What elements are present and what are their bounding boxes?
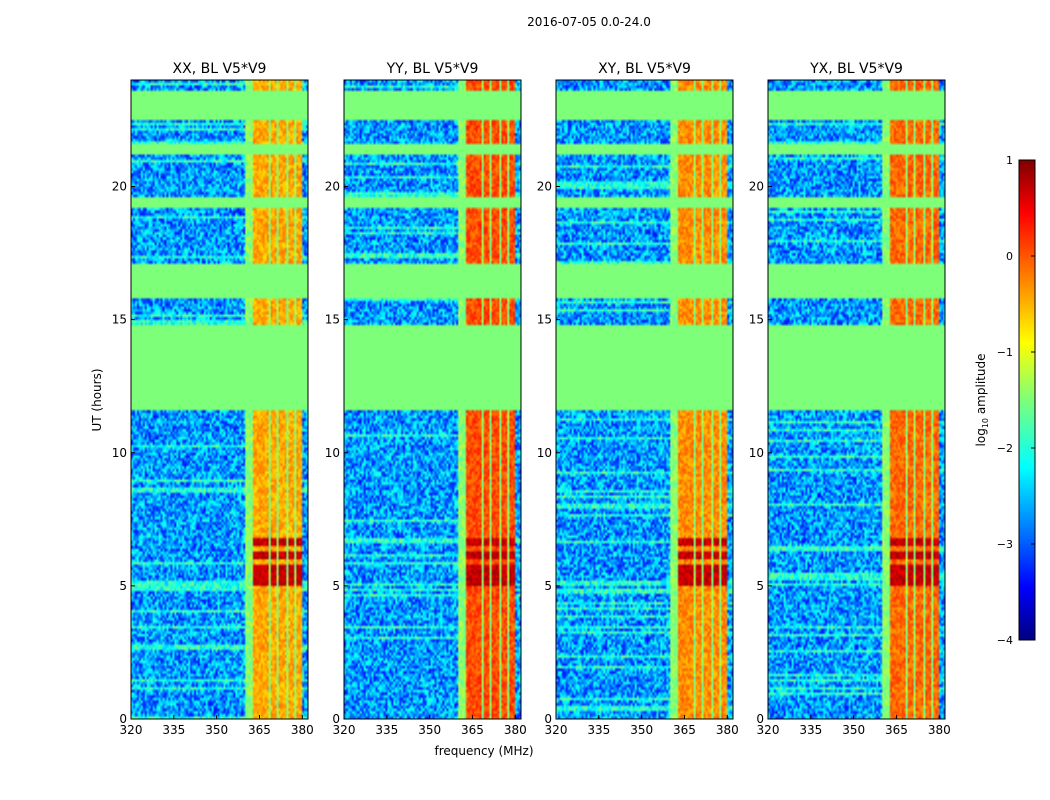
colorbar-label: log10 amplitude [974,354,990,447]
x-tick-label: 335 [162,723,185,737]
x-tick-label: 380 [291,723,314,737]
y-tick-label: 20 [749,180,764,194]
y-tick-label: 15 [325,313,340,327]
x-tick-label: 335 [375,723,398,737]
x-tick-label: 320 [545,723,568,737]
y-tick-label: 15 [749,313,764,327]
panel-3: YX, BL V5*V9 320 335 350 365 380 0 5 10 15 20 [749,61,951,737]
x-tick-label: 365 [673,723,696,737]
y-tick-label: 20 [537,180,552,194]
colorbar-tick-label: −1 [997,346,1013,359]
panel-frame-1 [343,79,522,720]
panel-1: YY, BL V5*V9 320 335 350 365 380 0 5 10 15 20 [325,61,527,737]
y-tick-label: 10 [325,446,340,460]
panel-frame-3 [767,79,946,720]
x-tick-label: 380 [504,723,527,737]
y-tick-label: 5 [332,579,340,593]
y-tick-label: 5 [119,579,127,593]
panel-frame-2 [555,79,734,720]
y-tick-label: 15 [537,313,552,327]
x-tick-label: 350 [842,723,865,737]
heatmap-image-2 [556,80,733,719]
x-tick-label: 350 [205,723,228,737]
x-tick-label: 380 [928,723,951,737]
x-tick-label: 335 [799,723,822,737]
y-tick-label: 20 [325,180,340,194]
y-tick-label: 10 [112,446,127,460]
y-tick-label: 10 [537,446,552,460]
x-tick-label: 320 [757,723,780,737]
figure-title: 2016-07-05 0.0-24.0 [527,15,651,29]
y-tick-label: 20 [112,180,127,194]
panel-0: XX, BL V5*V9 320 335 350 365 380 0 5 10 15 20 [112,61,314,737]
x-tick-label: 320 [120,723,143,737]
y-tick-label: 0 [332,712,340,726]
panel-title-1: YY, BL V5*V9 [386,61,479,77]
heatmap-image-0 [131,80,308,719]
x-tick-label: 365 [461,723,484,737]
heatmap-image-3 [768,80,945,719]
y-tick-label: 0 [544,712,552,726]
y-tick-label: 0 [756,712,764,726]
x-tick-label: 350 [418,723,441,737]
x-tick-label: 350 [630,723,653,737]
x-tick-label: 320 [333,723,356,737]
y-tick-label: 5 [544,579,552,593]
panel-title-3: YX, BL V5*V9 [809,61,903,77]
x-tick-label: 380 [716,723,739,737]
x-tick-label: 335 [587,723,610,737]
colorbar: 1 0 −1 −2 −3 −4 log10 amplitude [974,154,1036,647]
y-axis-label: UT (hours) [90,368,104,431]
heatmap-image-1 [344,80,521,719]
colorbar-tick-label: −4 [997,634,1013,647]
colorbar-gradient [1018,159,1036,641]
x-tick-label: 365 [248,723,271,737]
y-tick-label: 10 [749,446,764,460]
y-tick-label: 15 [112,313,127,327]
y-tick-label: 5 [756,579,764,593]
panel-title-0: XX, BL V5*V9 [173,61,267,77]
colorbar-tick-label: −2 [997,442,1013,455]
panel-2: XY, BL V5*V9 320 335 350 365 380 0 5 10 15 20 [537,61,739,737]
panel-title-2: XY, BL V5*V9 [598,61,691,77]
colorbar-tick-label: 0 [1006,250,1013,263]
y-tick-label: 0 [119,712,127,726]
colorbar-tick-label: −3 [997,538,1013,551]
panel-frame-0 [130,79,309,720]
x-tick-label: 365 [885,723,908,737]
colorbar-tick-label: 1 [1006,154,1013,167]
x-axis-label: frequency (MHz) [434,744,533,758]
